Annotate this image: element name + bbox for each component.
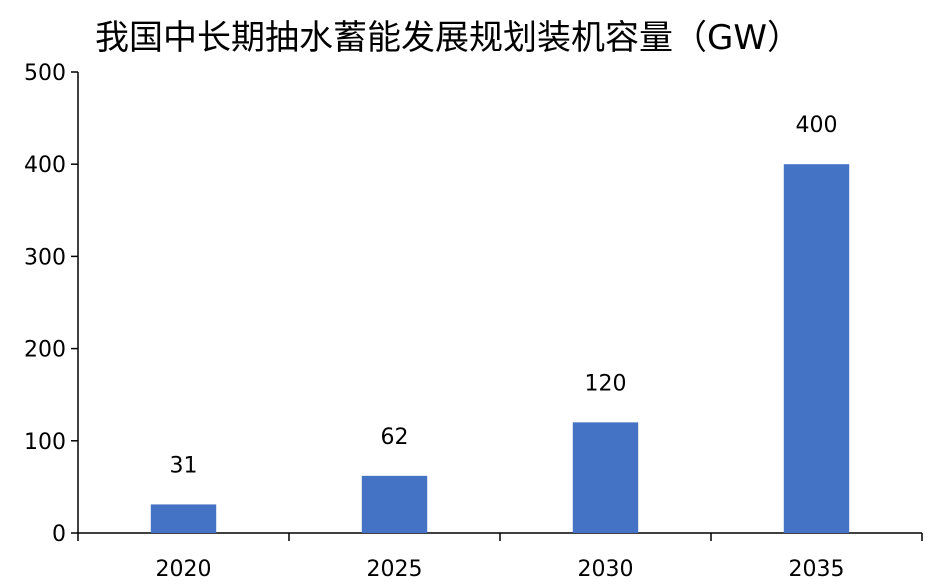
data-label-2030: 120 — [585, 371, 627, 396]
chart-title: 我国中长期抽水蓄能发展规划装机容量（GW） — [95, 18, 801, 58]
bar-2020 — [150, 504, 217, 533]
y-tick-label: 200 — [24, 338, 66, 363]
x-tick-label: 2025 — [367, 557, 423, 582]
data-label-2020: 31 — [170, 453, 198, 478]
bars — [150, 164, 850, 533]
x-tick-label: 2035 — [789, 557, 845, 582]
y-tick-label: 100 — [24, 430, 66, 455]
data-label-2035: 400 — [796, 113, 838, 138]
x-tick-label: 2030 — [578, 557, 634, 582]
y-tick-label: 0 — [52, 522, 66, 547]
y-axis: 0 100 200 300 400 500 — [24, 61, 79, 547]
y-tick-label: 500 — [24, 61, 66, 86]
x-tick-label: 2020 — [156, 557, 212, 582]
y-tick-label: 400 — [24, 153, 66, 178]
bar-2035 — [783, 164, 850, 533]
y-tick-label: 300 — [24, 245, 66, 270]
bar-2025 — [361, 475, 428, 533]
bar-2030 — [572, 422, 639, 533]
x-axis: 2020 2025 2030 2035 — [77, 532, 923, 582]
data-label-2025: 62 — [381, 425, 409, 450]
data-labels: 31 62 120 400 — [170, 113, 838, 478]
